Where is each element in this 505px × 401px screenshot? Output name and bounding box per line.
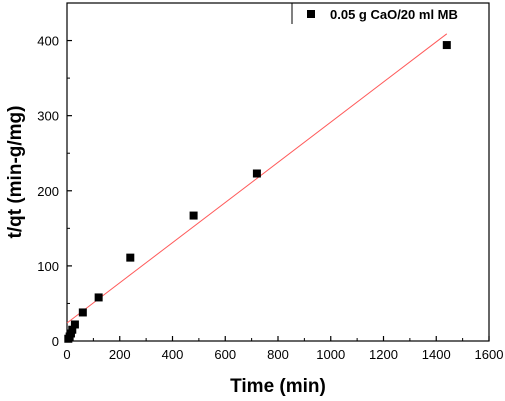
- data-point: [70, 320, 79, 329]
- y-axis-ticks: 0 100 200 300 400: [37, 34, 72, 349]
- y-axis-title: t/qt (min-g/mg): [5, 106, 26, 239]
- y-tick-label: 100: [37, 259, 59, 274]
- data-point: [252, 169, 261, 178]
- data-point: [68, 325, 77, 334]
- x-tick-label: 1400: [422, 347, 451, 362]
- x-tick-label: 200: [109, 347, 131, 362]
- x-tick-label: 1200: [369, 347, 398, 362]
- fit-layer: [66, 33, 448, 324]
- data-point: [78, 308, 87, 317]
- x-tick-label: 600: [214, 347, 236, 362]
- legend-marker-square: [307, 10, 315, 18]
- fit-line: [66, 33, 448, 324]
- legend-label: 0.05 g CaO/20 ml MB: [330, 7, 458, 22]
- x-tick-label: 1000: [316, 347, 345, 362]
- data-point: [126, 253, 135, 262]
- x-tick-label: 800: [267, 347, 289, 362]
- y-tick-label: 400: [37, 34, 59, 49]
- data-point: [94, 293, 103, 302]
- y-tick-label: 300: [37, 109, 59, 124]
- legend: 0.05 g CaO/20 ml MB: [291, 3, 458, 24]
- x-axis-title: Time (min): [230, 376, 326, 397]
- data-point: [442, 41, 451, 50]
- plot-area-border: [66, 2, 490, 342]
- plot-frame: [66, 2, 490, 342]
- x-tick-label: 0: [63, 347, 70, 362]
- x-tick-label: 1600: [475, 347, 504, 362]
- x-axis-ticks: 0 200 400 600 800 1000 1200 1400 1600: [63, 336, 503, 362]
- data-point: [189, 211, 198, 220]
- y-tick-label: 200: [37, 184, 59, 199]
- points-layer: [64, 41, 451, 343]
- x-tick-label: 400: [162, 347, 184, 362]
- y-tick-label: 0: [52, 334, 59, 349]
